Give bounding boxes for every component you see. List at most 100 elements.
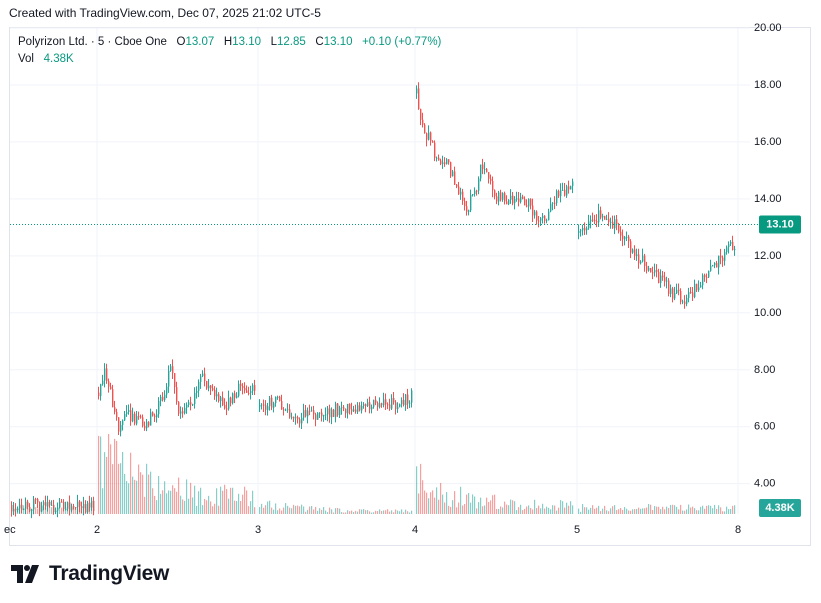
legend-symbol[interactable]: Polyrizon Ltd. · 5 · Cboe One: [18, 36, 167, 48]
candle-body: [500, 192, 502, 200]
candle-body: [612, 221, 614, 229]
candle-body: [25, 501, 27, 509]
candle-body: [614, 219, 616, 229]
candle-body: [311, 410, 313, 412]
candle-body: [484, 169, 486, 171]
volume-bar: [267, 501, 269, 514]
candle-body: [45, 502, 47, 507]
candle-body: [586, 228, 588, 231]
volume-bar: [588, 509, 590, 514]
candle-body: [281, 401, 283, 410]
volume-bar: [532, 509, 534, 514]
tradingview-logo[interactable]: TradingView: [11, 562, 169, 586]
volume-bar: [313, 509, 315, 514]
volume-bar: [584, 507, 586, 514]
candle-body: [43, 502, 45, 506]
volume-bar: [702, 505, 704, 514]
volume-bar: [694, 508, 696, 514]
candle-body: [648, 268, 650, 271]
candle-body: [67, 502, 69, 509]
candle-body: [618, 224, 620, 232]
volume-bar: [732, 505, 734, 514]
candle-body: [385, 399, 387, 405]
volume-bar: [432, 490, 434, 514]
volume-bar: [321, 509, 323, 514]
volume-bar: [158, 476, 160, 514]
candle-body: [303, 410, 305, 418]
volume-bar: [178, 477, 180, 514]
candle-body: [375, 399, 377, 403]
volume-bar: [35, 507, 37, 514]
candle-body: [341, 407, 343, 409]
candle-body: [732, 241, 734, 251]
volume-bar: [345, 512, 347, 514]
volume-bar: [654, 505, 656, 514]
volume-bar: [546, 506, 548, 514]
candle-body: [570, 186, 572, 190]
volume-bar: [136, 480, 138, 514]
volume-bar: [347, 510, 349, 514]
volume-bar: [315, 506, 317, 514]
volume-bar: [598, 505, 600, 514]
volume-bar: [405, 509, 407, 514]
brand-name: TradingView: [49, 562, 170, 585]
volume-bar: [359, 509, 361, 514]
candle-body: [552, 202, 554, 204]
candle-body: [492, 180, 494, 191]
candle-body: [269, 397, 271, 407]
candle-body: [592, 219, 594, 221]
volume-bar: [556, 510, 558, 514]
volume-bar: [438, 499, 440, 514]
legend-ohlc-row: Polyrizon Ltd. · 5 · Cboe One O13.07 H13…: [18, 34, 441, 51]
candle-body: [287, 409, 289, 411]
legend-close-label: C: [315, 36, 324, 48]
candle-body: [333, 409, 335, 417]
last-volume-badge: 4.38K: [759, 499, 801, 517]
volume-bar: [212, 506, 214, 514]
candle-body: [120, 424, 122, 432]
candle-body: [632, 249, 634, 253]
volume-bar: [174, 488, 176, 514]
volume-bar: [132, 476, 134, 514]
candle-body: [712, 265, 714, 267]
candle-body: [98, 392, 100, 397]
candle-body: [178, 402, 180, 414]
volume-bar: [371, 512, 373, 514]
candle-body: [190, 402, 192, 405]
volume-bar: [538, 505, 540, 514]
grid-lines: [10, 27, 750, 514]
volume-bar: [550, 509, 552, 514]
volume-bar: [714, 504, 716, 514]
candle-body: [704, 275, 706, 278]
volume-bar: [416, 466, 418, 514]
volume-bar: [544, 508, 546, 514]
volume-bar: [474, 496, 476, 514]
candle-body: [236, 395, 238, 398]
legend-low-label: L: [270, 36, 277, 48]
x-tick-label: 2: [94, 524, 100, 536]
volume-bar: [164, 481, 166, 514]
candle-body: [355, 409, 357, 412]
candle-body: [186, 404, 188, 408]
candle-body: [522, 196, 524, 200]
volume-bar: [436, 487, 438, 514]
candle-body: [252, 385, 254, 392]
volume-bar: [242, 494, 244, 514]
candle-body: [19, 504, 21, 509]
volume-bar: [564, 507, 566, 514]
candle-body: [307, 410, 309, 417]
candle-body: [170, 366, 172, 371]
candle-body: [277, 396, 279, 398]
candle-body: [349, 403, 351, 410]
volume-bar: [590, 507, 592, 514]
volume-bar: [307, 509, 309, 514]
candle-body: [162, 396, 164, 400]
candle-body: [407, 394, 409, 404]
volume-bar: [676, 506, 678, 514]
candle-body: [244, 388, 246, 391]
candle-body: [309, 410, 311, 412]
candle-body: [23, 508, 25, 510]
candle-body: [174, 373, 176, 388]
volume-bar: [51, 507, 53, 514]
